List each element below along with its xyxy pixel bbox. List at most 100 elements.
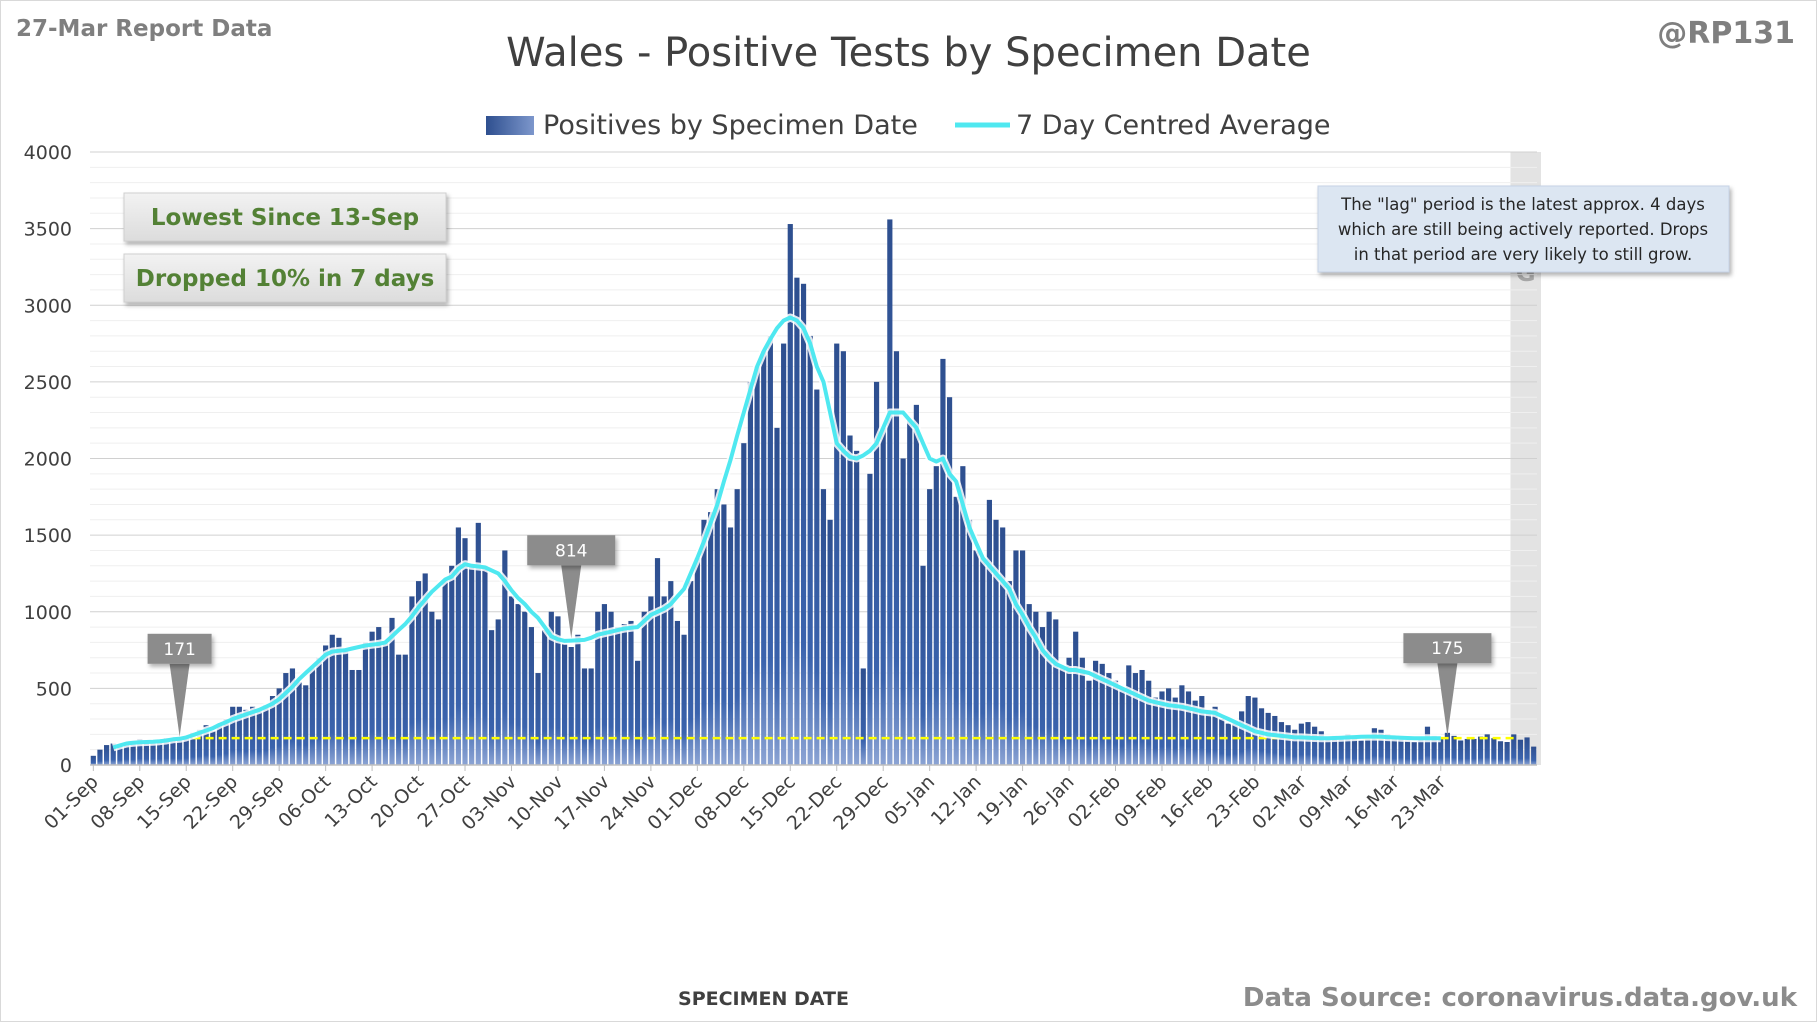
data-bar (860, 668, 866, 765)
data-bar (376, 627, 382, 765)
data-bar (1079, 657, 1085, 765)
data-bar (1006, 581, 1012, 765)
data-bar (309, 668, 315, 765)
data-bar (800, 283, 807, 765)
data-bar (263, 705, 269, 765)
callout-171: 171 (147, 633, 212, 737)
data-bar (1345, 734, 1351, 765)
data-bar (369, 631, 375, 765)
data-bar (342, 648, 349, 765)
data-bar (973, 550, 979, 765)
data-bar (581, 668, 588, 765)
data-bar (887, 219, 893, 765)
data-bar (721, 504, 727, 765)
data-bar (1046, 611, 1052, 765)
data-bar (794, 277, 800, 765)
data-bar (90, 755, 96, 765)
data-bar (1126, 665, 1132, 765)
data-bar (223, 719, 229, 765)
data-bar (296, 682, 302, 765)
data-bar (1073, 631, 1079, 765)
data-bar (668, 581, 674, 765)
data-bar (1106, 673, 1112, 765)
data-bar (1053, 619, 1059, 765)
data-bar (542, 630, 548, 765)
callout-box (147, 633, 212, 664)
data-bar (873, 381, 880, 765)
x-tick-label: 12-Jan (927, 771, 986, 830)
data-bar (323, 645, 329, 765)
data-bar (442, 581, 448, 765)
data-bar (562, 643, 568, 765)
badge-text: Dropped 10% in 7 days (136, 266, 435, 292)
data-bar (316, 657, 322, 765)
data-bar (1199, 696, 1205, 765)
data-bar (1066, 657, 1072, 765)
data-bar (946, 397, 953, 765)
data-bar (1212, 706, 1218, 765)
data-bar (137, 738, 143, 765)
data-bar (635, 660, 641, 765)
y-tick-label: 500 (36, 678, 72, 700)
data-bar (117, 745, 123, 765)
data-bar (1239, 711, 1245, 765)
data-bar (462, 538, 468, 765)
data-bar (389, 617, 395, 765)
data-bar (1358, 740, 1364, 765)
data-bar (449, 565, 455, 765)
data-bar (588, 668, 594, 765)
data-bar (595, 611, 601, 765)
data-bar (475, 522, 481, 765)
data-bar (1039, 627, 1046, 765)
data-bar (747, 381, 754, 765)
data-bar (502, 550, 508, 765)
badge-text: Lowest Since 13-Sep (151, 205, 419, 231)
data-bar (488, 630, 495, 765)
data-bar (1365, 737, 1371, 765)
data-bar (1146, 680, 1152, 765)
data-bar (230, 706, 236, 765)
data-bar (1219, 719, 1225, 765)
data-bar (1305, 722, 1311, 765)
data-bar (827, 519, 833, 765)
data-bar (820, 489, 827, 765)
data-bar (714, 489, 720, 765)
data-bar (1026, 604, 1032, 765)
y-tick-label: 0 (60, 755, 72, 777)
data-bar (1424, 726, 1431, 765)
chart-title: Wales - Positive Tests by Specimen Date (506, 30, 1311, 76)
data-bar (834, 343, 840, 765)
data-bar (1185, 691, 1192, 765)
author-handle: @RP131 (1657, 16, 1795, 51)
data-bar (1385, 734, 1391, 765)
data-bar (1265, 712, 1271, 765)
data-bar (415, 581, 422, 765)
data-bar (986, 499, 992, 765)
data-bar (734, 489, 740, 765)
data-bar (927, 489, 933, 765)
data-bar (535, 673, 541, 765)
y-tick-label: 3500 (24, 219, 72, 241)
data-bar (601, 604, 608, 765)
lag-note-line: in that period are very likely to still … (1354, 245, 1692, 264)
data-bar (1132, 673, 1139, 765)
data-bar (993, 519, 999, 765)
data-bar (508, 596, 515, 765)
data-bar (1139, 669, 1145, 765)
data-bar (402, 654, 408, 765)
data-bar (1451, 735, 1457, 765)
data-bar (767, 335, 773, 765)
data-bar (409, 596, 415, 765)
data-bar (143, 741, 150, 765)
data-bar (396, 654, 402, 765)
data-bar (960, 466, 966, 765)
data-bar (276, 688, 282, 765)
data-bar (1278, 722, 1285, 765)
data-bar (867, 473, 873, 765)
data-bar (1338, 737, 1344, 765)
data-bar (880, 427, 886, 765)
data-bar (1019, 550, 1026, 765)
data-bar (283, 673, 289, 765)
data-bar (555, 616, 561, 765)
data-bar (754, 366, 760, 765)
